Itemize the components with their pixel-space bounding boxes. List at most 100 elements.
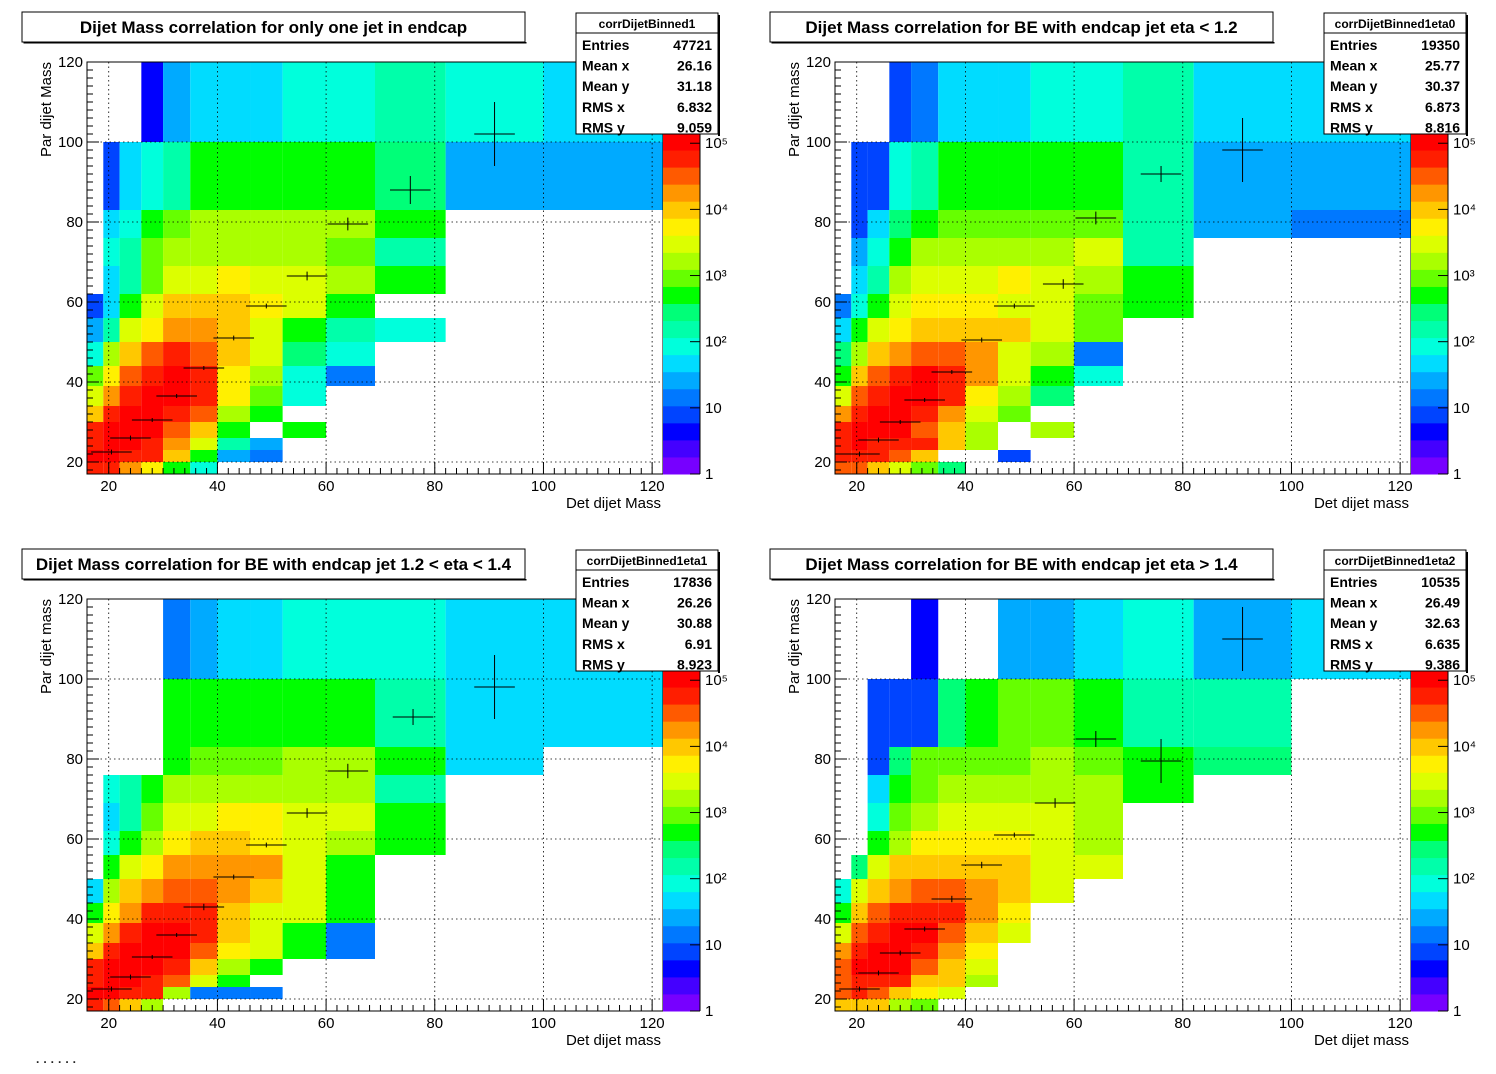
heatmap-cell [250, 943, 283, 959]
palette-tick-label: 10⁵ [705, 135, 728, 152]
heatmap-cell [965, 210, 999, 238]
heatmap-cell [867, 987, 890, 999]
heatmap-cell [87, 386, 104, 406]
heatmap-cell [938, 775, 966, 803]
stats-value: 8.923 [677, 656, 712, 672]
heatmap-cell [163, 142, 191, 210]
y-tick-label: 100 [806, 134, 831, 151]
heatmap-cell [867, 294, 890, 318]
heatmap-cell [163, 450, 191, 462]
heatmap-cell [103, 903, 120, 923]
heatmap-cell [163, 831, 191, 855]
palette-tick-label: 10⁴ [705, 738, 728, 755]
heatmap-cell [87, 422, 104, 438]
stats-histogram-name: corrDijetBinned1eta1 [587, 554, 708, 568]
x-tick-label: 100 [1279, 1015, 1304, 1032]
heatmap-cell [1123, 266, 1194, 294]
heatmap-cell [87, 999, 104, 1011]
heatmap-cell [889, 142, 912, 210]
heatmap-cell [889, 438, 912, 450]
heatmap-cell [190, 775, 218, 803]
heatmap-cell [911, 366, 939, 386]
x-tick-label: 60 [318, 1015, 335, 1032]
heatmap-cell [867, 450, 890, 462]
palette-tick-label: 10 [1453, 400, 1470, 417]
heatmap-cell [217, 366, 251, 386]
stats-label: Entries [582, 37, 630, 53]
color-palette: 1 10 10² 10³ 10⁴ 10⁵ [1411, 133, 1476, 483]
heatmap-cell [375, 210, 446, 238]
heatmap-cell [326, 831, 375, 855]
palette-tick-label: 10⁴ [1453, 201, 1476, 218]
y-tick-label: 100 [806, 671, 831, 688]
heatmap-cell [282, 266, 327, 294]
heatmap-cell [867, 975, 890, 987]
heatmap-cell [190, 318, 218, 342]
palette-swatch [663, 670, 700, 688]
heatmap-cell [965, 959, 999, 975]
stats-label: RMS x [1330, 99, 1373, 115]
heatmap-cell [835, 294, 852, 318]
heatmap-cell [889, 987, 912, 999]
heatmap-cell [889, 855, 912, 879]
heatmap-cell [190, 462, 218, 474]
y-tick-label: 120 [806, 54, 831, 71]
heatmap-cell [889, 450, 912, 462]
heatmap-cell [163, 422, 191, 438]
stats-value: 17836 [673, 574, 712, 590]
heatmap-cell [998, 62, 1031, 142]
x-tick-label: 20 [100, 478, 117, 495]
y-tick-label: 40 [814, 374, 831, 391]
heatmap-cell [911, 999, 939, 1011]
heatmap-cell [119, 366, 142, 386]
heatmap-cell [889, 747, 912, 775]
palette-swatch [1411, 874, 1448, 893]
heatmap-cell [867, 831, 890, 855]
x-tick-label: 80 [426, 1015, 443, 1032]
heatmap-cell [998, 855, 1031, 879]
heatmap-cell [911, 238, 939, 266]
heatmap-cell [1123, 238, 1194, 266]
heatmap-cell [119, 386, 142, 406]
x-axis-label: Det dijet mass [566, 1032, 661, 1049]
heatmap-cell [119, 923, 142, 943]
heatmap-cell [998, 238, 1031, 266]
heatmap-cell [282, 943, 327, 959]
heatmap-cell [1074, 831, 1123, 855]
heatmap-cell [250, 438, 283, 450]
heatmap-cell [217, 923, 251, 943]
heatmap-cell [938, 210, 966, 238]
heatmap-cell [911, 266, 939, 294]
heatmap-cell [938, 679, 966, 747]
heatmap-cell [103, 879, 120, 903]
heatmap-cell [851, 386, 868, 406]
heatmap-cell [141, 975, 164, 987]
heatmap-cell [965, 803, 999, 831]
palette-swatch [663, 874, 700, 893]
palette-swatch [1411, 167, 1448, 185]
palette-swatch [663, 286, 700, 304]
x-tick-label: 100 [531, 1015, 556, 1032]
x-tick-label: 60 [1066, 478, 1083, 495]
heatmap-cell [119, 903, 142, 923]
heatmap-cell [141, 210, 164, 238]
heatmap-cell [190, 266, 218, 294]
heatmap-cell [911, 599, 939, 679]
heatmap-cell [867, 775, 890, 803]
heatmap-cell [965, 266, 999, 294]
heatmap-cell [217, 406, 251, 422]
heatmap-cell [217, 775, 251, 803]
heatmap-cell [851, 959, 868, 975]
heatmap-cell [190, 975, 218, 987]
palette-swatch [663, 320, 700, 339]
palette-swatch [1411, 150, 1448, 168]
heatmap-cell [1030, 366, 1075, 386]
title-shadow [23, 579, 527, 581]
palette-tick-label: 10⁴ [705, 201, 728, 218]
heatmap-cell [141, 879, 164, 903]
chart-title: Dijet Mass correlation for only one jet … [80, 18, 467, 37]
heatmap-cell [1074, 210, 1123, 238]
heatmap-cell [163, 62, 191, 142]
palette-tick-label: 10⁵ [705, 672, 728, 689]
heatmap-cell [141, 142, 164, 210]
